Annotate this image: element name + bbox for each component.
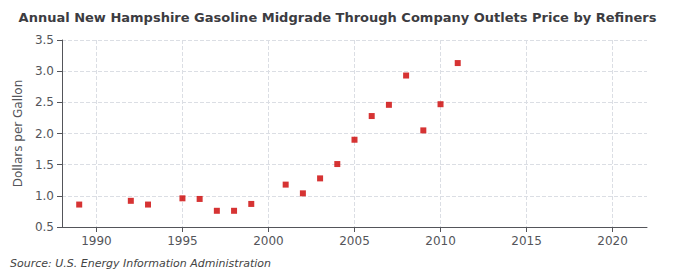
svg-text:2020: 2020 xyxy=(597,234,628,248)
svg-text:2.5: 2.5 xyxy=(35,95,54,109)
svg-text:3.5: 3.5 xyxy=(35,33,54,47)
svg-text:2015: 2015 xyxy=(511,234,542,248)
svg-text:1995: 1995 xyxy=(167,234,198,248)
svg-text:2.0: 2.0 xyxy=(35,127,54,141)
svg-text:0.5: 0.5 xyxy=(35,220,54,234)
svg-text:2010: 2010 xyxy=(425,234,456,248)
svg-text:Source: U.S. Energy Informatio: Source: U.S. Energy Information Administ… xyxy=(10,257,271,270)
svg-text:2000: 2000 xyxy=(253,234,284,248)
svg-text:2005: 2005 xyxy=(339,234,370,248)
svg-text:1990: 1990 xyxy=(81,234,112,248)
svg-text:3.0: 3.0 xyxy=(35,64,54,78)
svg-text:1.0: 1.0 xyxy=(35,189,54,203)
svg-text:1.5: 1.5 xyxy=(35,158,54,172)
svg-text:Dollars per Gallon: Dollars per Gallon xyxy=(11,80,25,188)
svg-text:Annual New Hampshire Gasoline: Annual New Hampshire Gasoline Midgrade T… xyxy=(19,10,657,25)
